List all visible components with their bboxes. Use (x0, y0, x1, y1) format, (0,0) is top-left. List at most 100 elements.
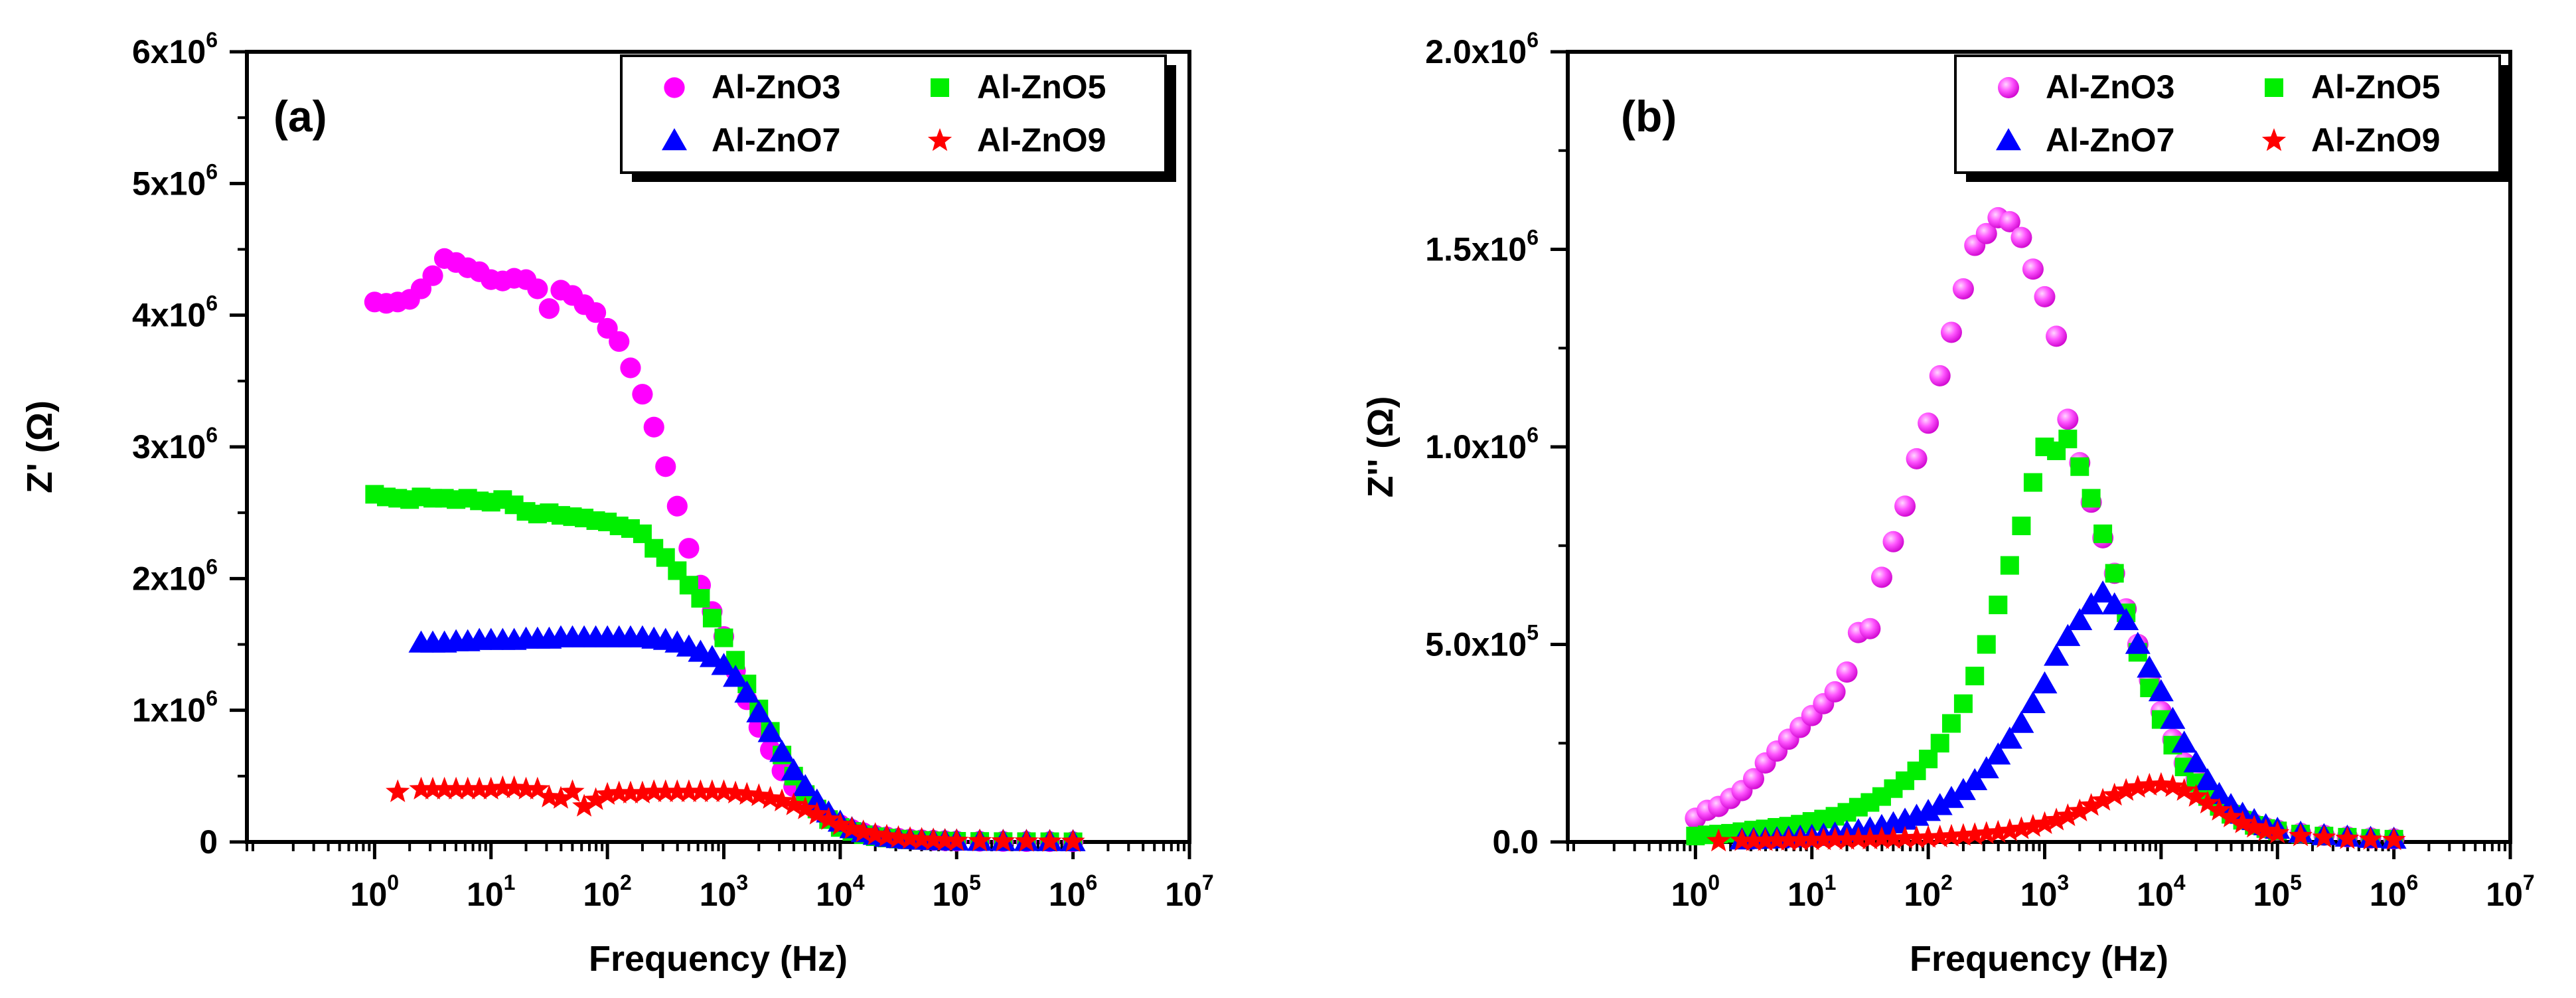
y-tick-label: 0 (199, 823, 218, 861)
data-point (585, 302, 607, 323)
data-point (1985, 742, 2011, 765)
x-tick-label: 107 (2486, 871, 2534, 913)
data-point (2149, 772, 2173, 795)
legend-marker-al-zno7 (662, 128, 687, 151)
data-point (1882, 531, 1904, 552)
data-point (1788, 827, 1813, 851)
y-tick-label: 5x106 (132, 159, 218, 202)
legend-marker-al-zno9 (2261, 128, 2287, 151)
data-point (2253, 818, 2278, 841)
data-point (1973, 756, 1999, 779)
data-point (898, 826, 923, 849)
data-point (1836, 661, 1858, 683)
data-point (1965, 667, 1985, 686)
data-point (2093, 524, 2113, 543)
data-point (688, 779, 713, 802)
data-point (2172, 778, 2196, 801)
y-tick-label: 5.0x105 (1425, 621, 1539, 663)
data-point (2160, 774, 2185, 797)
data-point (2207, 797, 2232, 821)
data-point (1835, 827, 1859, 850)
x-tick-label: 105 (933, 871, 981, 913)
x-tick-label: 102 (1904, 871, 1952, 913)
legend-box-b (1954, 54, 2501, 174)
x-tick-label: 101 (467, 871, 515, 913)
data-point (2358, 827, 2383, 850)
data-point (632, 384, 653, 405)
data-point (620, 357, 641, 378)
data-point (502, 775, 526, 799)
series-al-zno9-b (1706, 772, 2406, 852)
x-axis-a: 100 101 102 103 104 105 106 107 (246, 842, 1214, 913)
legend-label-al-zno7: Al-ZnO7 (712, 122, 840, 159)
data-point (723, 665, 749, 687)
data-point (2022, 258, 2044, 280)
panel-label-b: (b) (1621, 92, 1677, 141)
data-point (655, 456, 676, 477)
legend-label-al-zno3: Al-ZnO3 (2046, 68, 2174, 106)
data-point (1869, 826, 1894, 849)
data-point (1977, 635, 1996, 654)
data-point (2078, 592, 2104, 615)
data-point (2079, 793, 2103, 816)
data-point (1061, 829, 1085, 852)
x-tick-label: 101 (1787, 871, 1836, 913)
legend-marker-al-zno7 (1996, 128, 2021, 151)
data-point (2312, 825, 2336, 848)
data-point (1037, 829, 1062, 852)
data-point (734, 680, 760, 703)
data-point (2183, 750, 2209, 773)
data-point (2044, 807, 2069, 831)
data-point (816, 807, 841, 830)
data-point (1997, 818, 2022, 841)
data-point (2058, 430, 2078, 449)
legend-label-al-zno5: Al-ZnO5 (2311, 68, 2440, 106)
x-tick-label: 105 (2253, 871, 2302, 913)
data-point (933, 828, 957, 851)
data-point (1919, 750, 1938, 769)
data-point (699, 645, 725, 667)
data-point (921, 827, 946, 851)
data-point (607, 780, 631, 803)
data-point (702, 608, 721, 627)
data-point (2194, 768, 2220, 791)
data-point (572, 793, 597, 817)
data-point (874, 823, 899, 847)
data-point (828, 812, 852, 835)
data-point (2105, 564, 2124, 583)
data-point (1997, 726, 2022, 749)
data-point (2046, 325, 2068, 347)
data-point (2010, 226, 2032, 248)
data-point (1894, 495, 1916, 517)
data-point (2242, 815, 2267, 838)
data-point (1999, 210, 2020, 232)
data-point (1918, 412, 1939, 434)
data-point (1952, 278, 1974, 299)
legend-box-a (620, 54, 1167, 174)
x-axis-title-a: Frequency (Hz) (589, 939, 848, 979)
data-point (723, 780, 748, 803)
data-point (2020, 813, 2045, 837)
panel-b: 100 101 102 103 104 105 106 107 0.0 5.0x105 1.0x1… (1361, 28, 2535, 979)
y-axis-title-b: Z'' (Ω) (1361, 396, 1401, 498)
data-point (2067, 608, 2093, 631)
data-point (2032, 811, 2057, 834)
data-point (770, 788, 795, 811)
data-point (422, 265, 443, 286)
data-point (537, 784, 562, 807)
data-point (700, 779, 724, 802)
legend-label-al-zno9: Al-ZnO9 (977, 122, 1106, 159)
data-point (2125, 631, 2151, 654)
panel-a: 100 101 102 103 104 105 106 107 0 1x106 2x106 3x10… (20, 28, 1214, 979)
y-axis-b: 0.0 5.0x105 1.0x106 1.5x106 2.0x106 (1425, 28, 1568, 861)
data-point (2171, 730, 2197, 753)
data-point (1939, 823, 1963, 847)
data-point (2382, 827, 2406, 851)
legend-label-al-zno9: Al-ZnO9 (2311, 122, 2440, 159)
data-point (2012, 517, 2031, 535)
data-point (609, 331, 630, 352)
data-point (2125, 774, 2150, 798)
data-point (2230, 810, 2255, 833)
panel-label-a: (a) (273, 92, 327, 141)
x-tick-label: 104 (816, 871, 865, 913)
